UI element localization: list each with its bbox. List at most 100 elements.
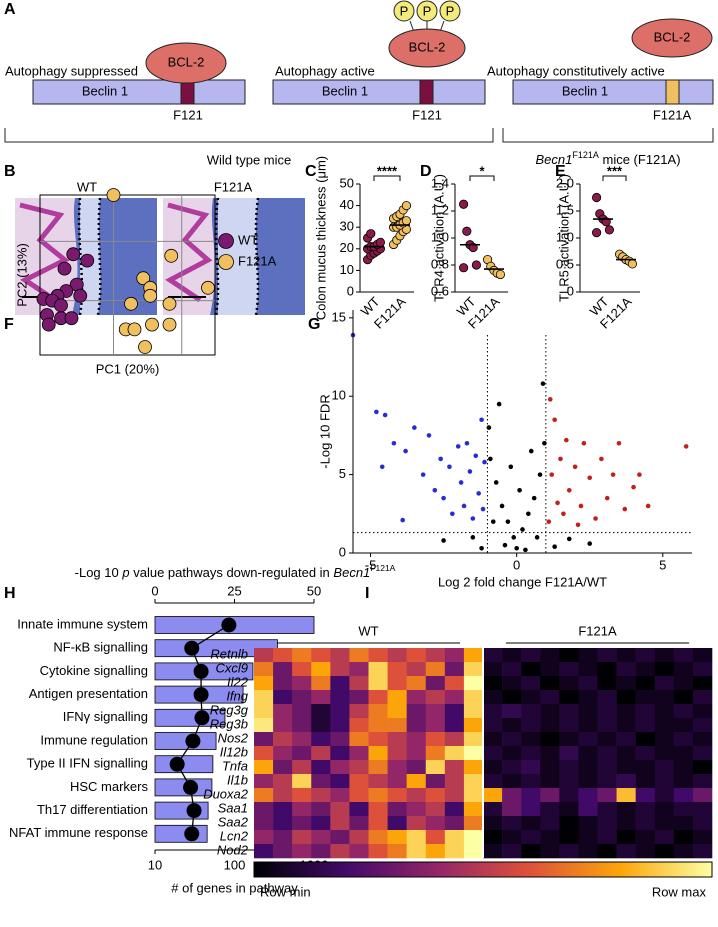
heat-cell [425,746,446,761]
data-point [604,495,610,501]
heat-cell [692,732,713,747]
heat-cell [311,732,331,747]
heat-cell [635,760,656,775]
data-point [496,401,502,407]
heat-cell [406,802,427,817]
data-point [616,440,622,446]
data-point [403,448,408,454]
data-point [412,425,417,430]
row-label: Retnlb [210,646,248,661]
heat-cell [425,648,446,663]
heat-cell [502,830,522,845]
heat-cell [692,718,713,733]
data-point [66,247,81,262]
heat-cell [521,718,541,733]
tissue [165,202,213,303]
image-label: F121A [214,179,253,194]
panel-label: C [305,163,317,180]
x2-axis-label: # of genes in pathway [171,880,298,895]
data-point [566,536,572,542]
heat-cell [425,662,446,677]
bar-label: Beclin 1 [82,83,128,98]
heat-cell [521,676,541,691]
legend-label: WT [238,232,258,247]
colorbar-label: Row min [260,884,311,899]
bcl2 [145,42,227,84]
data-point [566,487,572,493]
protein-label: BCL-2 [409,39,446,54]
heat-cell [597,704,617,719]
data-point [564,437,569,443]
row-label: Nod2 [217,842,249,857]
heat-cell [616,788,636,803]
phospho-label: P [423,3,432,18]
heat-cell [387,802,407,817]
heat-cell [673,704,694,719]
heat-cell [444,704,465,719]
significance: **** [377,163,398,178]
data-point [462,226,472,236]
heat-cell [578,746,598,761]
heat-cell [368,760,388,775]
y-tick-label: 0 [339,544,346,559]
heat-cell [578,704,598,719]
heat-cell [330,676,350,691]
heat-cell [502,816,522,831]
heat-cell [444,830,465,845]
heat-cell [330,690,350,705]
heat-cell [616,774,636,789]
heat-cell [254,802,274,817]
heat-cell [654,760,675,775]
heat-cell [616,676,636,691]
heat-cell [616,802,636,817]
heat-cell [521,662,541,677]
heat-cell [311,746,331,761]
data-point [591,192,602,203]
data-point [382,412,388,418]
heat-cell [463,648,484,663]
row-label: Il22 [227,674,249,689]
heat-cell [654,816,675,831]
gene-count-dot [184,826,200,842]
heat-cell [635,732,656,747]
heat-cell [349,774,369,789]
y-tick-label: 1.5 [556,202,574,217]
heat-cell [692,648,713,663]
data-point [366,229,376,239]
heat-cell [444,774,465,789]
data-point [637,472,642,477]
heat-cell [578,830,598,845]
heat-cell [521,746,541,761]
heat-cell [387,746,407,761]
heat-cell [311,760,331,775]
y-axis-label: TLR5 activation (A.U.) [556,174,571,302]
heat-cell [597,746,617,761]
heat-cell [387,816,407,831]
row-label: Il12b [220,744,248,759]
heat-cell [368,718,388,733]
heat-cell [406,648,427,663]
heat-cell [559,760,579,775]
data-point [467,469,473,474]
row-label: Tnfa [222,758,248,773]
heat-cell [463,830,484,845]
heat-cell [578,802,598,817]
legend-marker [218,254,234,270]
heat-cell [502,718,522,733]
panel-label: D [420,163,432,180]
heat-cell [254,718,274,733]
heat-cell [330,746,350,761]
heat-cell [292,732,312,747]
x-tick-label: 50 [307,583,321,598]
heat-cell [654,662,675,677]
heat-cell [692,676,713,691]
y-axis-label: PC2 (13%) [14,243,29,307]
heat-cell [425,732,446,747]
heat-cell [559,844,579,859]
heat-cell [273,788,293,803]
heat-cell [273,690,293,705]
phospho [416,0,438,22]
heat-cell [483,746,503,761]
heat-cell [387,648,407,663]
heat-cell [406,690,427,705]
